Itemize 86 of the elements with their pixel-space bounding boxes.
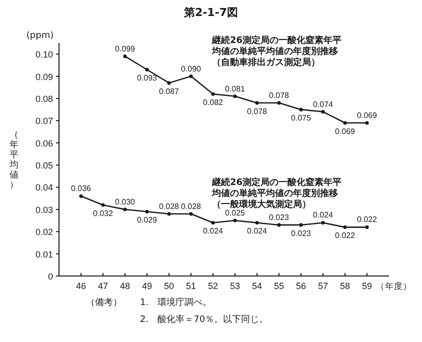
data-label: 0.023	[268, 212, 290, 222]
x-tick-label: 56	[296, 281, 306, 291]
point	[321, 220, 325, 225]
point	[277, 223, 281, 227]
text: 2. 酸化率＝70％。以下同じ。	[140, 314, 268, 325]
y-axis-title: （年平均値）	[8, 130, 18, 190]
chart-title: 第2-1-7図	[182, 6, 238, 19]
data-label: 0.081	[224, 84, 246, 94]
x-tick-label: 54	[252, 281, 262, 291]
point	[79, 194, 83, 198]
data-label: 0.069	[334, 126, 356, 136]
point	[123, 54, 127, 58]
point	[123, 208, 127, 212]
data-label: 0.082	[202, 98, 224, 108]
data-label: 0.078	[268, 90, 290, 100]
x-axis-title: （年度）	[376, 281, 412, 292]
y-tick-label: 0.03	[35, 204, 53, 215]
point	[321, 110, 325, 114]
text: 継続26測定局の一酸化窒素年平均値の単純平均値の年度別推移（自動車排出ガス測定局）	[212, 36, 343, 69]
data-label: 0.074	[312, 100, 334, 109]
x-tick-label: 51	[186, 281, 196, 291]
data-label: 0.030	[114, 197, 136, 206]
point	[343, 121, 347, 125]
point	[167, 81, 171, 85]
x-tick-label: 50	[164, 281, 174, 291]
series-label: 継続26測定局の一酸化窒素年平均値の単純平均値の年度別推移（一般環境大気測定局）	[212, 178, 343, 210]
x-tick-label: 49	[142, 281, 152, 291]
point	[365, 121, 369, 125]
x-tick-label: 52	[208, 281, 218, 291]
point	[255, 101, 259, 105]
data-label: 0.023	[290, 228, 312, 238]
point	[233, 218, 237, 222]
text: 1. 環境庁調べ。	[140, 297, 212, 308]
x-tick-label: 47	[98, 281, 108, 291]
y-tick-label: 0.08	[35, 94, 53, 104]
point	[189, 74, 193, 78]
x-tick-label: 59	[362, 281, 372, 291]
y-tick-label: 0.06	[35, 138, 53, 148]
point	[167, 212, 171, 216]
point	[343, 225, 347, 229]
x-tick-label: 55	[274, 281, 284, 291]
data-label: 0.069	[356, 110, 378, 120]
x-tick-label: 53	[230, 281, 240, 291]
data-label: 0.075	[290, 114, 312, 123]
data-label: 0.028	[180, 202, 202, 211]
x-tick-label: 46	[76, 281, 86, 291]
y-tick-label: 0.07	[35, 116, 53, 126]
data-label: 0.024	[312, 210, 334, 220]
data-label: 0.024	[202, 226, 224, 236]
data-label: 0.032	[92, 208, 114, 218]
data-label: 0.024	[246, 226, 268, 236]
data-label: 0.090	[180, 64, 202, 74]
data-label: 0.029	[136, 216, 158, 225]
point	[365, 225, 369, 229]
point	[211, 220, 215, 225]
point	[299, 223, 303, 227]
point	[145, 210, 149, 214]
y-tick-label: 0.09	[35, 72, 53, 82]
data-label: 0.099	[114, 44, 136, 54]
data-label: 0.022	[334, 231, 356, 240]
x-tick-label: 57	[318, 281, 328, 291]
point	[299, 108, 303, 112]
point	[255, 220, 259, 225]
data-label: 0.093	[136, 74, 158, 83]
y-tick-label: 0.10	[35, 50, 53, 60]
y-tick-label: 0.05	[35, 160, 53, 171]
point	[211, 92, 215, 96]
point	[277, 101, 281, 105]
data-label: 0.025	[224, 208, 246, 218]
data-label: 0.036	[70, 184, 92, 194]
point	[145, 68, 149, 72]
y-tick-label: 0.02	[35, 227, 53, 238]
data-label: 0.028	[158, 202, 180, 211]
y-tick-label: 0	[48, 272, 53, 282]
point	[189, 212, 193, 216]
text: （備考）	[86, 297, 122, 308]
data-label: 0.022	[356, 215, 378, 224]
x-tick-label: 48	[120, 281, 130, 291]
point	[233, 94, 237, 98]
x-tick-label: 58	[340, 281, 350, 291]
data-label: 0.087	[158, 86, 180, 96]
data-label: 0.078	[246, 106, 268, 116]
y-tick-label: 0.01	[35, 249, 53, 260]
point	[101, 203, 105, 207]
y-tick-label: 0.04	[35, 182, 53, 193]
text: (ppm)	[26, 31, 54, 41]
